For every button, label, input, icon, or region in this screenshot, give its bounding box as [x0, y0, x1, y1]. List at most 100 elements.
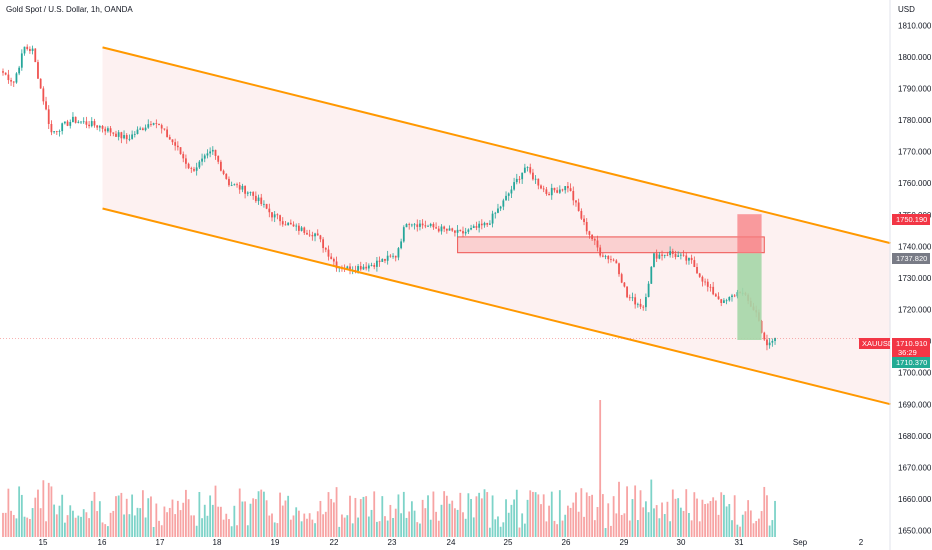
candle-body	[93, 121, 96, 126]
candle-body	[381, 258, 384, 262]
volume-bar	[144, 517, 147, 537]
volume-bar	[389, 504, 392, 537]
volume-bar	[400, 513, 403, 537]
volume-bar	[679, 507, 682, 537]
candle-body	[260, 197, 263, 205]
candle-body	[677, 255, 680, 257]
candle-body	[451, 228, 454, 231]
candle-body	[166, 129, 168, 138]
volume-bar	[136, 507, 139, 537]
candle-body	[583, 218, 585, 222]
candle-body	[306, 232, 308, 235]
candle-body	[190, 168, 193, 169]
candle-body	[631, 297, 634, 299]
volume-bar	[284, 500, 287, 537]
candle-body	[211, 149, 214, 152]
candle-body	[774, 337, 776, 341]
volume-bar	[405, 517, 408, 537]
volume-bar	[424, 508, 427, 537]
volume-bar	[443, 491, 446, 537]
candle-body	[505, 195, 507, 201]
volume-bar	[128, 514, 131, 537]
volume-bar	[166, 512, 168, 537]
volume-bar	[61, 494, 64, 537]
volume-bar	[257, 491, 260, 537]
volume-bar	[384, 516, 386, 537]
candle-body	[276, 214, 279, 216]
candle-body	[534, 178, 537, 180]
volume-bar	[429, 519, 432, 537]
entry-price-label: 1737.820	[896, 254, 927, 263]
volume-bar	[620, 514, 623, 537]
candle-body	[39, 78, 42, 89]
candle-body	[96, 125, 99, 128]
volume-bar	[669, 521, 672, 537]
price-tick-label: 1770.000	[898, 148, 932, 157]
candle-body	[763, 332, 766, 340]
candle-body	[462, 231, 464, 234]
candle-body	[685, 255, 688, 261]
channel-fill	[102, 47, 891, 405]
channel-background	[102, 47, 891, 405]
volume-bar	[714, 500, 717, 537]
candle-body	[45, 101, 47, 110]
candle-body	[556, 190, 559, 193]
candle-body	[187, 163, 190, 169]
volume-bar	[556, 524, 559, 537]
candle-body	[470, 227, 472, 230]
price-axis[interactable]: USD 1650.000 1660.000 1670.000 1680.000 1690…	[889, 0, 932, 550]
price-tick-label: 1760.000	[898, 179, 932, 188]
stop-price-label: 1750.190	[896, 215, 927, 224]
volume-bar	[462, 512, 464, 537]
candle-body	[115, 133, 117, 137]
volume-bar	[628, 520, 631, 537]
candle-body	[4, 72, 7, 75]
price-tick-label: 1700.000	[898, 369, 932, 378]
time-axis[interactable]: 15 16 17 18 19 22 23 24 25 26 29 30 31 Sep 2	[39, 538, 864, 547]
candle-body	[2, 71, 4, 73]
volume-bar	[66, 515, 69, 537]
volume-bar	[548, 505, 550, 537]
volume-bar	[268, 515, 271, 537]
volume-bar	[125, 498, 128, 537]
volume-bar	[747, 500, 750, 537]
volume-bar	[488, 527, 491, 537]
target-price-tag: 1710.370	[892, 357, 930, 368]
candle-body	[203, 155, 206, 159]
candle-body	[472, 226, 475, 228]
candle-body	[10, 80, 12, 82]
volume-bar	[306, 518, 308, 537]
volume-bar	[249, 503, 252, 537]
volume-bar	[561, 520, 564, 537]
volume-bar	[198, 491, 201, 537]
volume-bar	[513, 499, 515, 537]
candle-body	[144, 127, 147, 131]
candle-body	[650, 266, 653, 284]
candle-body	[499, 206, 502, 209]
volume-bar	[741, 514, 744, 537]
volume-bar	[82, 509, 85, 537]
candle-body	[483, 222, 486, 226]
volume-bar	[120, 492, 123, 537]
candle-body	[378, 260, 381, 262]
candle-body	[698, 273, 701, 277]
volume-bar	[152, 526, 155, 537]
volume-bar	[29, 518, 31, 537]
candle-body	[768, 342, 771, 346]
candle-body	[663, 254, 666, 256]
candle-body	[101, 126, 104, 129]
candle-body	[429, 223, 432, 226]
position-tool[interactable]	[737, 214, 762, 340]
candle-body	[193, 168, 195, 171]
candle-body	[82, 121, 85, 123]
volume-bar	[696, 498, 698, 537]
candle-body	[550, 187, 553, 196]
candle-body	[160, 125, 163, 129]
volume-bar	[303, 513, 306, 537]
time-tick-label: 22	[330, 538, 339, 547]
volume-bar	[768, 525, 771, 537]
volume-bar	[271, 513, 273, 537]
candle-body	[402, 227, 405, 242]
volume-bar	[545, 521, 548, 537]
